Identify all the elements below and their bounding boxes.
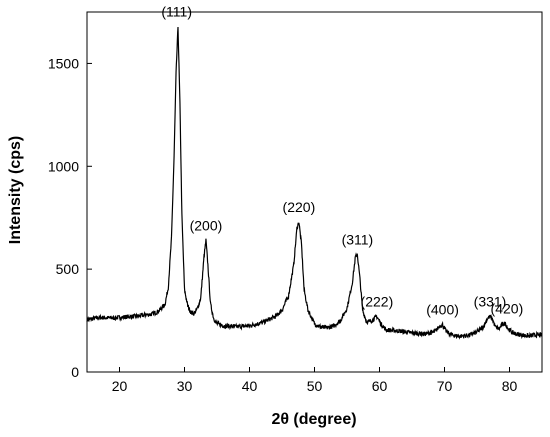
y-axis: 0 500 1000 1500 [48, 55, 92, 380]
peak-labels: (111) (200) (220) (311) (222) (400) (331)(420) [161, 3, 523, 317]
peak-label: (200) [190, 217, 223, 233]
plot-frame [86, 11, 543, 373]
y-axis-title: Intensity (cps) [7, 136, 24, 244]
x-tick-label: 60 [372, 378, 388, 394]
x-tick-label: 40 [242, 378, 258, 394]
peak-label: (220) [283, 199, 316, 215]
x-axis: 20 30 40 50 60 70 80 [112, 367, 518, 394]
peak-label: (420) [491, 301, 524, 317]
xrd-pattern-line [86, 27, 543, 340]
y-tick-label: 1500 [48, 55, 79, 71]
y-tick-label: 0 [71, 364, 79, 380]
plot-border [86, 11, 543, 373]
y-tick-label: 500 [56, 261, 80, 277]
x-tick-label: 20 [112, 378, 128, 394]
x-axis-title: 2θ (degree) [271, 411, 356, 428]
peak-label: (331) [474, 293, 507, 309]
peak-label: (222) [361, 293, 394, 309]
peak-label: (111) [161, 3, 192, 19]
x-tick-label: 30 [177, 378, 193, 394]
x-tick-label: 50 [307, 378, 323, 394]
peak-label: (400) [426, 302, 459, 318]
y-tick-label: 1000 [48, 158, 79, 174]
x-tick-label: 80 [502, 378, 518, 394]
peak-label: (311) [342, 232, 374, 248]
x-tick-label: 70 [437, 378, 453, 394]
